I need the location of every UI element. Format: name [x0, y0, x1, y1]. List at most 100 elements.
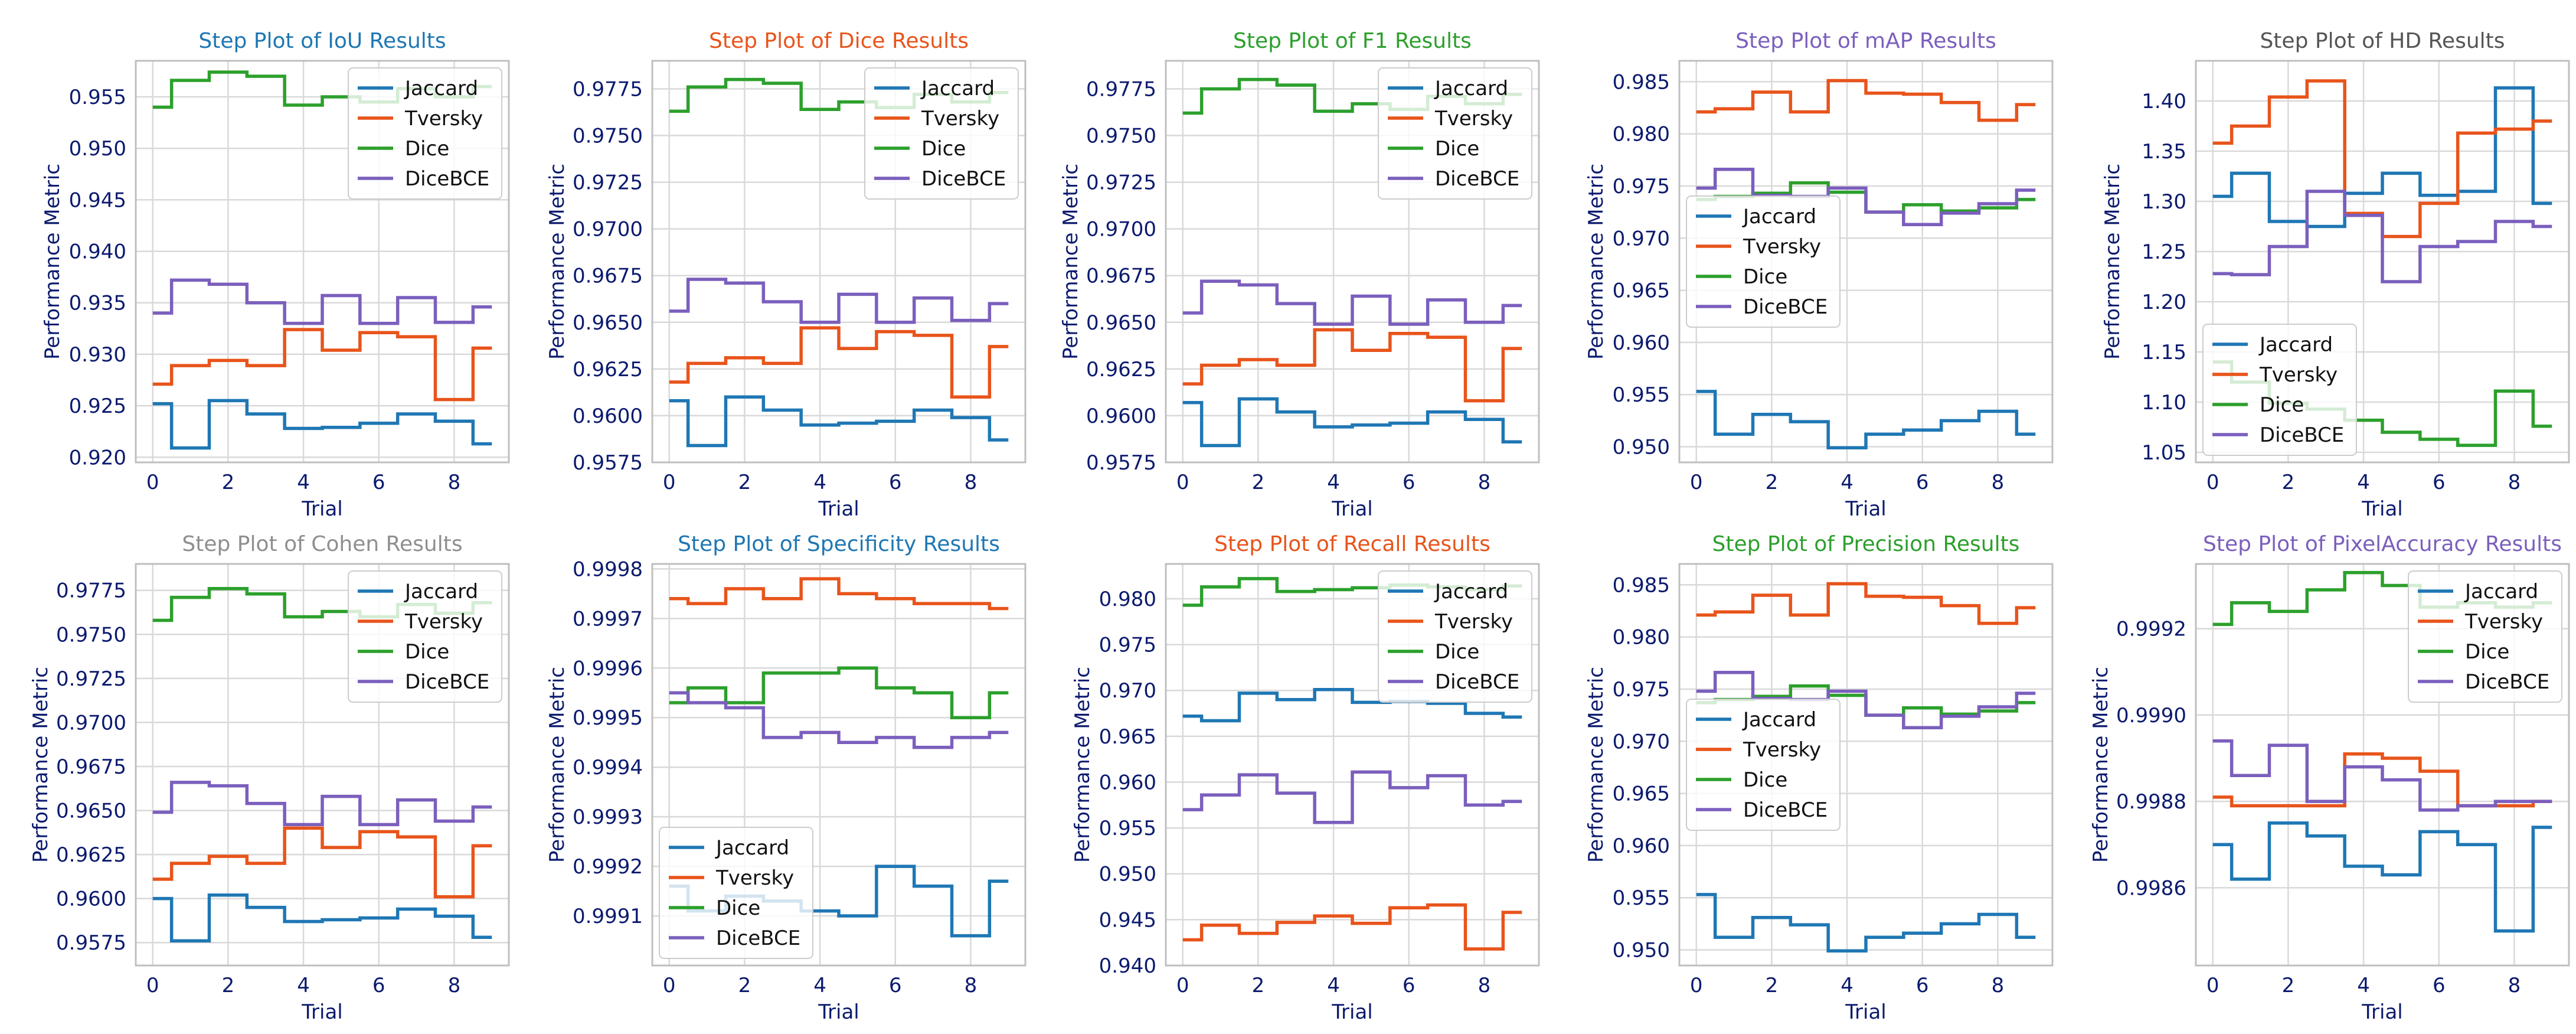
- series-line-jaccard: [1696, 893, 2036, 953]
- x-axis-label: Trial: [1845, 497, 1886, 521]
- plot-frame: [2195, 60, 2570, 464]
- y-tick-label: 0.960: [1099, 771, 1156, 794]
- series-line-tversky: [152, 826, 492, 899]
- legend-box: [1686, 195, 1841, 328]
- x-tick-label: 4: [297, 974, 310, 997]
- x-tick-label: 4: [2357, 471, 2370, 494]
- y-tick-label: 0.980: [1613, 123, 1670, 146]
- y-tick-label: 0.950: [1613, 939, 1670, 963]
- y-tick-label: 0.960: [1613, 331, 1670, 355]
- legend-label: Dice: [1435, 137, 1479, 161]
- y-tick-label: 0.980: [1099, 588, 1156, 611]
- y-tick-label: 0.9775: [56, 579, 126, 603]
- x-tick-label: 4: [1327, 974, 1340, 997]
- y-tick-label: 0.970: [1099, 679, 1156, 703]
- x-tick-label: 6: [2433, 471, 2446, 494]
- y-axis-label: Performance Metric: [545, 667, 569, 863]
- plot-frame: [1678, 563, 2054, 967]
- x-tick-label: 2: [1252, 471, 1265, 494]
- chart-title: Step Plot of PixelAccuracy Results: [2203, 532, 2562, 556]
- x-tick-label: 0: [1690, 974, 1703, 997]
- legend-box: [2408, 570, 2562, 703]
- y-tick-label: 0.955: [1613, 383, 1670, 407]
- legend-label: Dice: [716, 896, 760, 920]
- legend-label: Dice: [1743, 265, 1787, 289]
- plot-frame: [1165, 563, 1540, 967]
- legend: Jaccard Tversky Dice DiceBCE: [659, 827, 813, 959]
- x-tick-label: 6: [2433, 974, 2446, 997]
- series-line-dicebce: [669, 278, 1009, 324]
- x-tick-label: 4: [1327, 471, 1340, 494]
- legend-label: Dice: [405, 137, 449, 161]
- x-axis-label: Trial: [2361, 1000, 2402, 1024]
- y-tick-label: 0.940: [69, 240, 126, 264]
- y-tick-label: 1.30: [2142, 190, 2186, 214]
- legend-label: Jaccard: [404, 580, 478, 604]
- x-axis-label: Trial: [1331, 497, 1372, 521]
- y-tick-label: 0.9700: [56, 711, 126, 735]
- y-axis-label: Performance Metric: [1071, 667, 1094, 863]
- x-tick-label: 6: [372, 974, 385, 997]
- legend-label: Jaccard: [404, 77, 478, 100]
- x-tick-label: 6: [889, 974, 902, 997]
- x-tick-label: 2: [1252, 974, 1265, 997]
- x-tick-label: 8: [2508, 471, 2521, 494]
- legend-box: [348, 570, 502, 703]
- y-tick-label: 0.9775: [1086, 77, 1156, 101]
- y-tick-label: 0.9725: [573, 171, 643, 195]
- chart-title: Step Plot of HD Results: [2260, 29, 2505, 53]
- y-tick-label: 0.9775: [573, 77, 643, 101]
- y-tick-label: 0.9625: [573, 358, 643, 381]
- x-tick-label: 4: [2357, 974, 2370, 997]
- series-line-jaccard: [2212, 86, 2552, 229]
- series-line-dicebce: [1696, 670, 2036, 730]
- x-tick-label: 2: [222, 974, 235, 997]
- x-tick-label: 6: [889, 471, 902, 494]
- series-line-dicebce: [152, 278, 492, 325]
- x-tick-label: 2: [222, 471, 235, 494]
- legend-label: DiceBCE: [1435, 670, 1519, 694]
- subplot-6: 0 2 4 6 8 0.9575 0.9600 0.9625 0.9650 0.9675 0.970…: [29, 532, 510, 1024]
- y-axis-label: Performance Metric: [2101, 164, 2124, 360]
- y-tick-label: 0.950: [69, 137, 126, 161]
- y-tick-label: 0.9600: [1086, 405, 1156, 428]
- x-tick-label: 6: [1916, 974, 1929, 997]
- y-tick-label: 1.10: [2142, 391, 2186, 415]
- series-line-tversky: [2212, 752, 2552, 808]
- y-tick-label: 0.9600: [573, 405, 643, 428]
- legend-label: Tversky: [1434, 107, 1513, 131]
- x-tick-label: 4: [1841, 471, 1853, 494]
- y-tick-label: 0.945: [69, 188, 126, 212]
- series-line-jaccard: [2212, 821, 2552, 933]
- y-tick-label: 0.965: [1613, 279, 1670, 303]
- legend-label: Dice: [2465, 640, 2509, 664]
- y-tick-label: 0.9998: [573, 557, 643, 581]
- plot-frame: [1165, 60, 1540, 464]
- x-axis-label: Trial: [301, 1000, 342, 1024]
- legend-label: Tversky: [1743, 235, 1821, 259]
- x-tick-label: 2: [1766, 974, 1779, 997]
- y-tick-label: 0.965: [1613, 782, 1670, 806]
- legend-box: [1378, 570, 1532, 703]
- y-tick-label: 1.40: [2142, 90, 2186, 113]
- y-axis-label: Performance Metric: [1059, 164, 1083, 360]
- x-tick-label: 6: [1403, 471, 1416, 494]
- subplot-2: 0 2 4 6 8 0.9575 0.9600 0.9625 0.9650 0.9675 0.970…: [545, 29, 1027, 521]
- y-tick-label: 0.9575: [56, 931, 126, 955]
- y-tick-label: 0.9600: [56, 888, 126, 911]
- legend-box: [659, 827, 813, 959]
- y-tick-label: 0.920: [69, 446, 126, 469]
- y-tick-label: 0.955: [69, 86, 126, 109]
- y-axis-label: Performance Metric: [545, 164, 569, 360]
- x-tick-label: 0: [663, 471, 676, 494]
- y-tick-label: 0.970: [1613, 227, 1670, 250]
- series-line-tversky: [152, 328, 492, 402]
- x-tick-label: 4: [813, 974, 826, 997]
- subplot-7: 0 2 4 6 8 0.9991 0.9992 0.9993 0.9994 0.9995 0.999…: [545, 532, 1027, 1024]
- series-line-dicebce: [2212, 190, 2552, 283]
- y-tick-label: 0.950: [1613, 436, 1670, 459]
- y-tick-label: 0.9625: [1086, 358, 1156, 381]
- chart-title: Step Plot of IoU Results: [198, 29, 446, 53]
- x-tick-label: 4: [1841, 974, 1853, 997]
- y-tick-label: 0.9650: [573, 311, 643, 335]
